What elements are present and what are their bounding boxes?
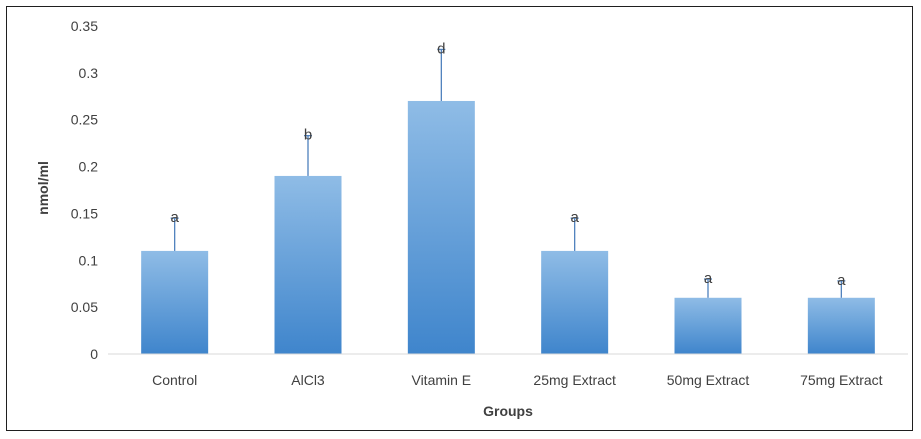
y-tick-label: 0.3 (79, 65, 99, 81)
y-tick-label: 0.15 (71, 205, 98, 221)
y-tick-label: 0.05 (71, 299, 98, 315)
y-tick-label: 0.25 (71, 112, 98, 128)
bar (141, 250, 209, 354)
y-axis: 0 0.05 0.1 0.15 0.2 0.25 0.3 0.35 (71, 18, 98, 362)
error-bar (837, 280, 846, 298)
x-tick-label: 75mg Extract (800, 372, 883, 388)
y-tick-label: 0 (90, 346, 98, 362)
error-bar (304, 134, 312, 176)
x-tick-label: 50mg Extract (667, 372, 750, 388)
y-tick-label: 0.2 (79, 159, 99, 175)
significance-letter: d (437, 40, 445, 57)
significance-letter: a (837, 272, 846, 289)
y-axis-title: nmol/ml (35, 161, 51, 215)
bar (274, 175, 342, 354)
x-tick-label: Vitamin E (411, 372, 471, 388)
y-tick-label: 0.35 (71, 18, 98, 34)
error-bar (570, 217, 579, 251)
bar (807, 297, 875, 354)
x-tick-label: 25mg Extract (533, 372, 616, 388)
significance-letter: a (704, 270, 713, 287)
x-tick-label: AlCl3 (291, 372, 325, 388)
significance-letter: a (170, 209, 179, 226)
x-tick-label: Control (152, 372, 197, 388)
x-axis: Control AlCl3 Vitamin E 25mg Extract 50mg Ex… (152, 372, 883, 388)
bar (674, 297, 742, 354)
bars (141, 100, 875, 354)
error-bar (704, 278, 712, 298)
significance-letter: b (304, 127, 312, 144)
error-bars (170, 48, 846, 298)
x-axis-title: Groups (483, 403, 533, 419)
significance-letter: a (570, 209, 579, 226)
significance-letters: a b d a a a (170, 40, 846, 288)
bar (541, 250, 609, 354)
bar (407, 100, 475, 354)
error-bar (437, 48, 446, 101)
error-bar (170, 217, 179, 251)
y-tick-label: 0.1 (79, 252, 99, 268)
